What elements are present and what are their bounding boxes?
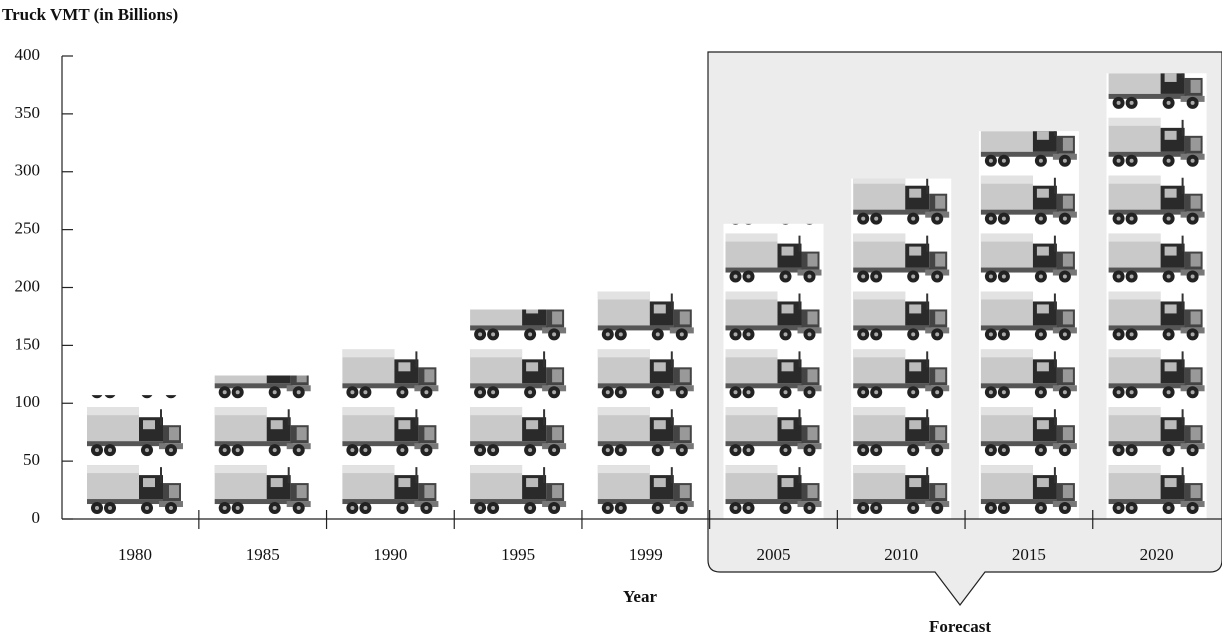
truck-icon	[468, 288, 568, 346]
truck-icon	[979, 345, 1079, 403]
truck-icon	[85, 345, 185, 403]
truck-stack	[724, 172, 824, 519]
truck-stack	[85, 345, 185, 519]
chart: Truck VMT (in Billions) Year Forecast 0 5…	[0, 0, 1222, 638]
truck-icon	[724, 403, 824, 461]
y-tick-label: 150	[15, 334, 41, 353]
y-tick-label: 100	[15, 392, 41, 411]
truck-icon	[596, 288, 696, 346]
truck-icon	[1107, 172, 1207, 230]
truck-icon	[340, 345, 440, 403]
truck-stack	[468, 288, 568, 520]
y-tick-label: 350	[15, 103, 41, 122]
truck-icon	[724, 345, 824, 403]
truck-icon	[851, 403, 951, 461]
x-tick-label: 2005	[757, 545, 791, 564]
truck-icon	[213, 345, 313, 403]
x-axis-label: Year	[623, 587, 657, 606]
truck-stack	[979, 114, 1079, 519]
truck-icon	[851, 345, 951, 403]
y-tick-label: 250	[15, 219, 41, 238]
truck-icon	[851, 172, 951, 230]
truck-icon	[1107, 288, 1207, 346]
x-tick-label: 1990	[373, 545, 407, 564]
truck-stack	[851, 172, 951, 519]
truck-icon	[851, 461, 951, 519]
truck-icon	[213, 461, 313, 519]
truck-icon	[468, 461, 568, 519]
truck-stack	[340, 345, 440, 519]
truck-icon	[340, 461, 440, 519]
truck-icon	[213, 403, 313, 461]
truck-icon	[340, 403, 440, 461]
truck-icon	[1107, 230, 1207, 288]
truck-stack	[1107, 56, 1207, 519]
x-tick-label: 1995	[501, 545, 535, 564]
truck-icon	[979, 230, 1079, 288]
truck-icon	[724, 230, 824, 288]
x-tick-label: 1999	[629, 545, 663, 564]
x-tick-label: 2020	[1140, 545, 1174, 564]
truck-icon	[596, 403, 696, 461]
x-tick-label: 2015	[1012, 545, 1046, 564]
y-tick-label: 400	[15, 45, 41, 64]
truck-icon	[724, 288, 824, 346]
truck-icon	[1107, 461, 1207, 519]
truck-icon	[1107, 114, 1207, 172]
x-tick-label: 1985	[246, 545, 280, 564]
truck-icon	[979, 403, 1079, 461]
truck-icon	[979, 461, 1079, 519]
truck-icon	[85, 461, 185, 519]
truck-icon	[468, 403, 568, 461]
truck-icon	[596, 461, 696, 519]
truck-stack	[213, 345, 313, 519]
truck-icon	[979, 172, 1079, 230]
chart-title: Truck VMT (in Billions)	[2, 5, 178, 24]
truck-icon	[724, 461, 824, 519]
truck-icon	[851, 230, 951, 288]
y-tick-label: 50	[23, 450, 40, 469]
truck-icon	[85, 403, 185, 461]
truck-icon	[596, 230, 696, 288]
truck-icon	[851, 288, 951, 346]
y-tick-label: 0	[32, 508, 41, 527]
y-tick-label: 200	[15, 276, 41, 295]
truck-icon	[468, 345, 568, 403]
truck-icon	[1107, 403, 1207, 461]
annotation: Forecast	[929, 617, 991, 636]
x-tick-label: 2010	[884, 545, 918, 564]
truck-icon	[979, 288, 1079, 346]
x-tick-label: 1980	[118, 545, 152, 564]
truck-icon	[596, 345, 696, 403]
truck-stack	[596, 230, 696, 519]
y-tick-label: 300	[15, 161, 41, 180]
truck-icon	[1107, 345, 1207, 403]
